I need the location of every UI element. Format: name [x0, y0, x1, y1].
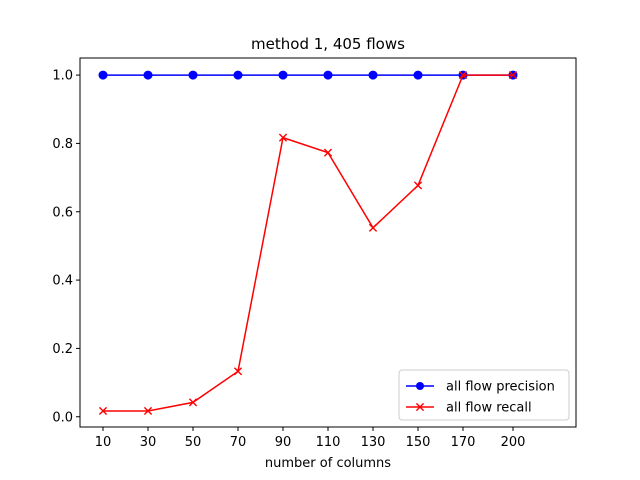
x-tick-label: 150 [406, 435, 431, 450]
y-tick-label: 0.2 [52, 342, 73, 357]
x-tick-label: 130 [361, 435, 386, 450]
data-point [143, 70, 153, 80]
x-axis: 10 30 50 70 90 110 130 150 170 200 [95, 427, 526, 450]
x-tick-label: 30 [140, 435, 157, 450]
data-point [413, 181, 423, 190]
chart-title: method 1, 405 flows [251, 35, 405, 53]
data-point [98, 70, 108, 80]
legend-marker [416, 382, 424, 390]
y-tick-label: 0.4 [52, 274, 73, 289]
data-point [98, 406, 108, 416]
x-tick-label: 90 [275, 435, 292, 450]
legend-box [398, 369, 570, 421]
data-point [323, 70, 333, 80]
data-point [188, 70, 198, 80]
series-layer [98, 70, 518, 416]
x-tick-label: 10 [95, 435, 112, 450]
data-point [368, 70, 378, 80]
legend-entry: all flow recall [406, 401, 532, 416]
series-recall [98, 70, 518, 416]
data-point [233, 70, 243, 80]
data-point [458, 70, 468, 80]
y-axis: 0.0 0.2 0.4 0.6 0.8 1.0 [52, 69, 80, 425]
y-tick-label: 0.0 [52, 410, 73, 425]
x-tick-label: 70 [230, 435, 247, 450]
data-point [368, 223, 378, 232]
legend-entry: all flow precision [406, 380, 555, 395]
x-tick-label: 170 [451, 435, 476, 450]
y-tick-label: 0.6 [52, 205, 73, 220]
x-tick-label: 110 [316, 435, 341, 450]
legend-marker [415, 402, 425, 412]
legend-label: all flow recall [446, 401, 532, 416]
series-line [103, 74, 513, 412]
x-tick-label: 200 [501, 435, 526, 450]
data-point [188, 398, 198, 407]
data-point [233, 367, 243, 376]
legend-label: all flow precision [446, 380, 555, 395]
x-axis-label: number of columns [265, 456, 391, 471]
y-tick-label: 1.0 [52, 69, 73, 84]
data-point [278, 133, 288, 142]
y-tick-label: 0.8 [52, 137, 73, 152]
series-precision [98, 70, 518, 80]
data-point [143, 406, 153, 416]
data-point [323, 148, 333, 157]
data-point [413, 70, 423, 80]
data-point [508, 70, 518, 80]
legend: all flow precision all flow recall [398, 369, 570, 421]
x-tick-label: 50 [185, 435, 202, 450]
data-point [278, 70, 288, 80]
